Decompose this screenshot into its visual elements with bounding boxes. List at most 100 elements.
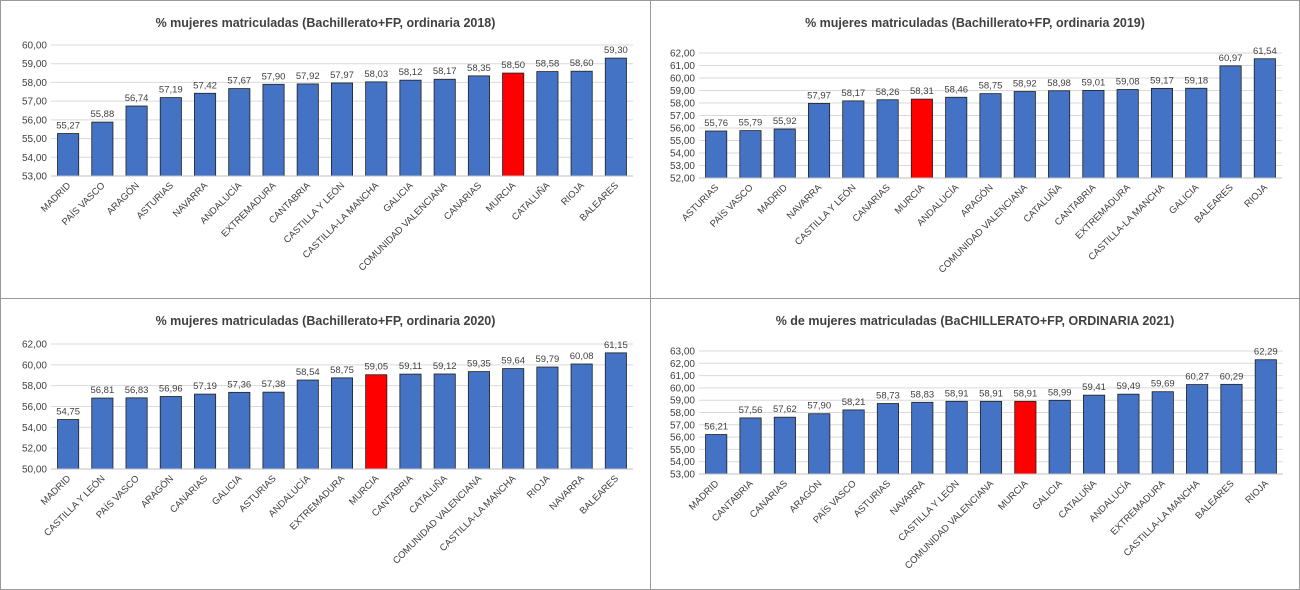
bar — [57, 133, 80, 177]
data-label: 58,26 — [876, 87, 900, 98]
bar — [773, 416, 796, 475]
data-label: 59,30 — [604, 45, 628, 56]
bar-highlight — [502, 72, 525, 177]
x-tick-label: GALICIA — [381, 180, 416, 215]
bar — [1116, 89, 1139, 179]
data-label: 58,31 — [910, 86, 934, 97]
bar — [1117, 393, 1140, 475]
data-label: 57,90 — [262, 71, 286, 82]
data-label: 59,01 — [1081, 77, 1105, 88]
data-label: 57,92 — [296, 71, 320, 82]
data-label: 58,73 — [876, 391, 900, 402]
data-label: 59,64 — [501, 356, 525, 367]
chart-panel-2019: % mujeres matriculadas (Bachillerato+FP,… — [650, 0, 1300, 299]
data-label: 58,12 — [399, 67, 423, 78]
data-label: 57,19 — [159, 85, 183, 96]
y-tick-label: 56,00 — [670, 124, 695, 135]
bar — [842, 100, 865, 179]
data-label: 57,36 — [227, 379, 251, 390]
bar-highlight — [1014, 400, 1037, 475]
x-tick-label: CANARIAS — [748, 478, 790, 520]
y-tick-label: 63,00 — [670, 347, 695, 358]
bar — [502, 368, 525, 470]
x-tick-label: MADRID — [756, 182, 790, 216]
bar — [945, 96, 968, 179]
bar — [739, 130, 762, 179]
bar — [979, 400, 1003, 475]
bar — [604, 57, 627, 177]
data-label: 59,05 — [364, 362, 388, 373]
bar — [159, 97, 182, 177]
y-tick-label: 60,00 — [670, 383, 695, 394]
y-tick-label: 59,00 — [670, 86, 695, 97]
y-tick-label: 59,00 — [22, 59, 47, 70]
bar — [945, 400, 968, 475]
x-tick-label: GALICIA — [1031, 478, 1066, 513]
x-tick-label: RIOJA — [525, 473, 553, 501]
bar — [365, 81, 388, 177]
y-tick-label: 54,00 — [670, 457, 695, 468]
bar-highlight — [910, 98, 933, 179]
bar — [979, 93, 1002, 179]
y-tick-label: 52,00 — [22, 444, 47, 455]
x-tick-label: GALICIA — [1167, 182, 1202, 217]
chart-panel-2018: % mujeres matriculadas (Bachillerato+FP,… — [0, 0, 651, 299]
bar — [604, 352, 627, 470]
y-tick-label: 55,00 — [670, 136, 695, 147]
data-label: 58,91 — [979, 388, 1003, 399]
y-tick-label: 54,00 — [670, 149, 695, 160]
y-tick-label: 53,00 — [22, 172, 47, 183]
x-tick-label: CASTILLA Y LEÓN — [42, 473, 108, 539]
y-tick-label: 61,00 — [670, 61, 695, 72]
x-tick-label: ASTURIAS — [135, 180, 176, 221]
x-tick-label: CASTILLA Y LEÓN — [896, 478, 962, 544]
data-label: 59,17 — [1150, 75, 1174, 86]
x-tick-label: MADRID — [39, 473, 73, 507]
bar — [876, 403, 899, 475]
data-label: 55,27 — [56, 121, 80, 132]
chart-panel-2020: % mujeres matriculadas (Bachillerato+FP,… — [0, 298, 651, 590]
bar — [1186, 384, 1209, 475]
bar-highlight — [365, 374, 388, 470]
data-label: 58,58 — [536, 59, 560, 70]
data-label: 58,91 — [945, 388, 969, 399]
bar — [1150, 87, 1174, 179]
bar — [1013, 91, 1036, 179]
data-label: 59,69 — [1151, 379, 1175, 390]
data-label: 58,92 — [1013, 79, 1037, 90]
x-tick-label: RIOJA — [559, 180, 587, 208]
bar — [1219, 65, 1242, 179]
y-tick-label: 54,00 — [22, 153, 47, 164]
chart-title: % mujeres matriculadas (Bachillerato+FP,… — [156, 314, 496, 328]
bar — [194, 92, 217, 177]
data-label: 58,91 — [1013, 388, 1037, 399]
data-label: 55,79 — [739, 118, 763, 129]
bar — [228, 391, 251, 470]
bar — [536, 366, 559, 470]
y-tick-label: 58,00 — [670, 99, 695, 110]
y-tick-label: 56,00 — [670, 433, 695, 444]
x-tick-label: RIOJA — [1242, 182, 1270, 210]
x-tick-label: MURCIA — [484, 180, 519, 215]
x-tick-label: MADRID — [39, 180, 73, 214]
chart-2019: % mujeres matriculadas (Bachillerato+FP,… — [670, 16, 1282, 275]
y-tick-label: 57,00 — [22, 97, 47, 108]
data-label: 58,50 — [501, 60, 525, 71]
chart-title: % mujeres matriculadas (Bachillerato+FP,… — [805, 16, 1145, 30]
data-label: 61,15 — [604, 340, 628, 351]
bar — [399, 373, 422, 470]
data-label: 57,97 — [330, 70, 354, 81]
y-tick-label: 62,00 — [670, 359, 695, 370]
data-label: 59,18 — [1184, 75, 1208, 86]
bar — [911, 401, 934, 475]
data-label: 58,60 — [570, 58, 594, 69]
data-label: 57,19 — [193, 381, 217, 392]
bar — [1185, 87, 1208, 179]
bar — [194, 393, 217, 470]
data-label: 57,62 — [773, 404, 797, 415]
y-tick-label: 61,00 — [670, 371, 695, 382]
data-label: 57,38 — [262, 379, 286, 390]
data-label: 58,17 — [433, 66, 457, 77]
bar — [467, 75, 490, 177]
data-label: 56,96 — [159, 384, 183, 395]
